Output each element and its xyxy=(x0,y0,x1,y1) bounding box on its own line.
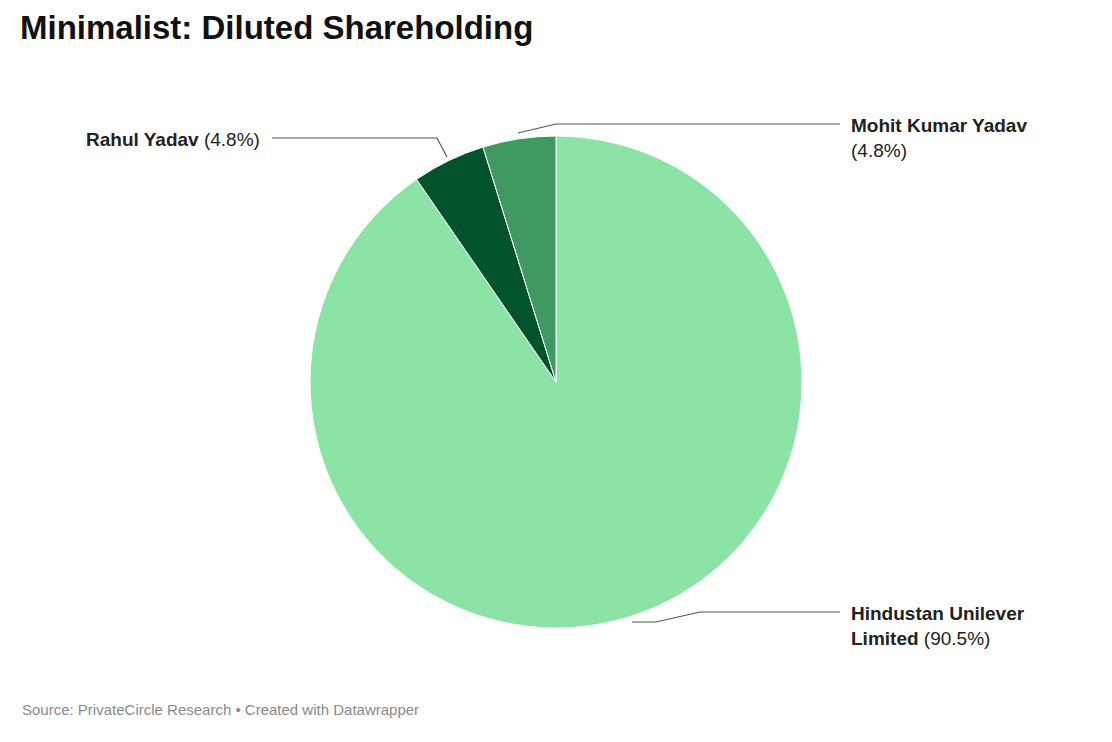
svg-text:Hindustan UnileverLimited (90.: Hindustan UnileverLimited (90.5%) xyxy=(851,603,1025,649)
svg-text:Mohit Kumar Yadav(4.8%): Mohit Kumar Yadav(4.8%) xyxy=(851,115,1027,161)
svg-text:Minimalist: Diluted Shareholdi: Minimalist: Diluted Shareholding xyxy=(20,9,533,46)
svg-text:Rahul Yadav (4.8%): Rahul Yadav (4.8%) xyxy=(86,129,260,150)
svg-text:Source: PrivateCircle Research: Source: PrivateCircle Research • Created… xyxy=(22,701,419,718)
